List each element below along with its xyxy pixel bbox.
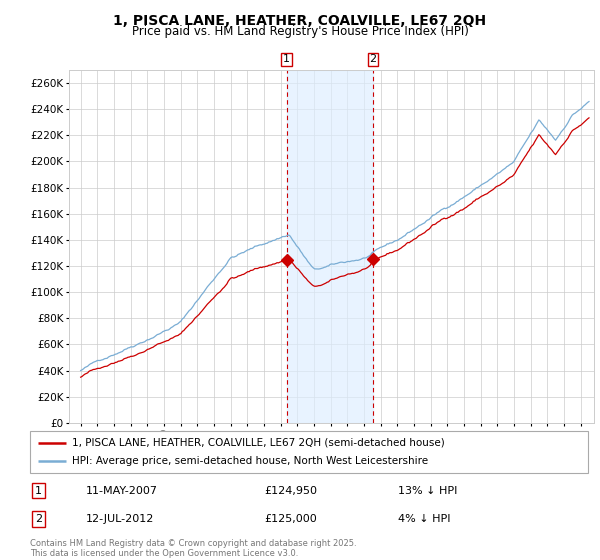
Text: Contains HM Land Registry data © Crown copyright and database right 2025.
This d: Contains HM Land Registry data © Crown c… [30, 539, 356, 558]
FancyBboxPatch shape [30, 431, 588, 473]
Bar [287, 70, 373, 423]
Text: 2: 2 [369, 54, 376, 64]
Text: Price paid vs. HM Land Registry's House Price Index (HPI): Price paid vs. HM Land Registry's House … [131, 25, 469, 38]
Text: 1: 1 [35, 486, 42, 496]
Text: 11-MAY-2007: 11-MAY-2007 [86, 486, 158, 496]
Text: 1, PISCA LANE, HEATHER, COALVILLE, LE67 2QH (semi-detached house): 1, PISCA LANE, HEATHER, COALVILLE, LE67 … [72, 438, 445, 448]
Text: 2: 2 [35, 514, 42, 524]
Text: £124,950: £124,950 [265, 486, 317, 496]
Text: 1: 1 [283, 54, 290, 64]
Text: 12-JUL-2012: 12-JUL-2012 [86, 514, 154, 524]
Text: 4% ↓ HPI: 4% ↓ HPI [398, 514, 451, 524]
Text: HPI: Average price, semi-detached house, North West Leicestershire: HPI: Average price, semi-detached house,… [72, 456, 428, 466]
Text: 1, PISCA LANE, HEATHER, COALVILLE, LE67 2QH: 1, PISCA LANE, HEATHER, COALVILLE, LE67 … [113, 14, 487, 28]
Text: £125,000: £125,000 [265, 514, 317, 524]
Text: 13% ↓ HPI: 13% ↓ HPI [398, 486, 458, 496]
